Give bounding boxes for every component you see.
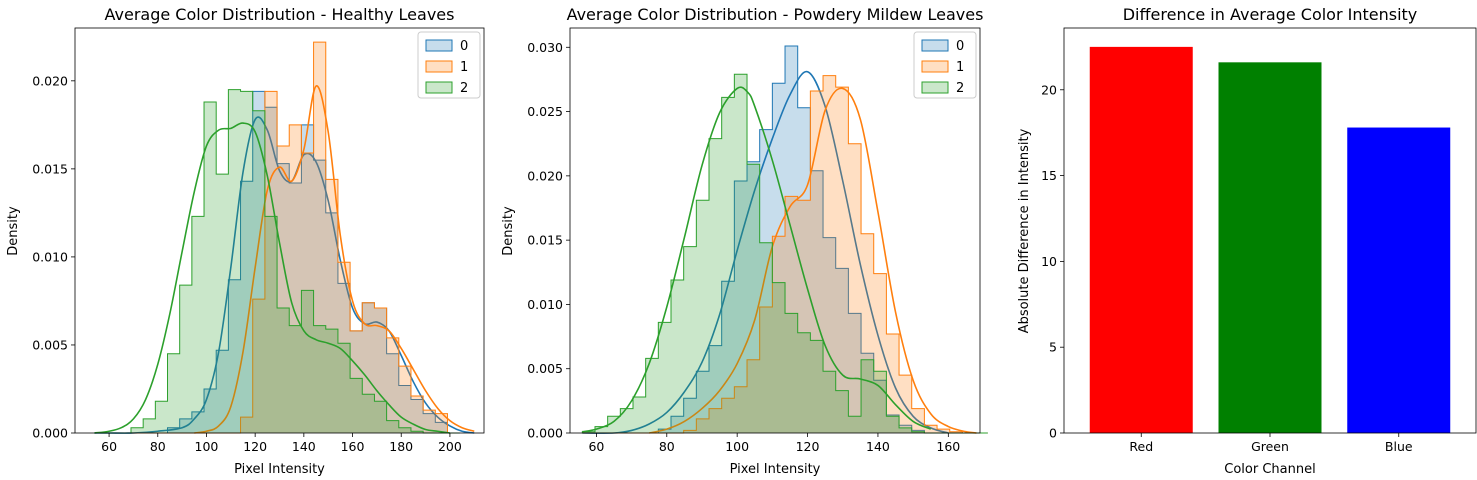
histogram-step-0 [94,90,460,434]
x-tick-label: Blue [1385,439,1413,454]
legend-label-2: 2 [956,81,964,96]
kde-curve-0 [582,70,949,434]
legend-label-1: 1 [956,60,964,75]
y-tick-label: 20 [1041,82,1057,97]
kde-curve-1 [649,87,977,434]
x-axis-label: Pixel Intensity [234,462,325,477]
y-axis-label: Density [501,206,516,256]
y-tick-label: 0.020 [32,73,68,88]
y-tick-label: 0.020 [527,168,563,183]
y-tick-label: 15 [1041,168,1057,183]
x-tick-label: Green [1251,439,1289,454]
x-tick-label: Red [1129,439,1153,454]
plot-frame [569,27,981,434]
y-axis-label: Density [6,206,21,256]
legend-label-1: 1 [460,60,468,75]
x-tick-label: 80 [150,439,166,454]
x-tick-label: 200 [438,439,462,454]
y-tick-label: 0.015 [32,161,68,176]
legend-swatch-0 [425,39,453,52]
histogram-step-0 [582,45,988,434]
legend-label-2: 2 [460,81,468,96]
plot-frame [74,27,485,434]
legend-swatch-2 [921,81,949,94]
x-tick-label: 120 [243,439,267,454]
bar-red [1089,46,1193,434]
histogram-fill-1 [582,75,988,433]
histogram-fill-0 [582,46,988,433]
legend: 0 1 2 [417,31,481,99]
legend-swatch-1 [921,60,949,73]
y-tick-label: 0.005 [527,361,563,376]
series-2 [94,89,460,434]
y-tick-label: 0.030 [527,40,563,55]
x-tick-label: 100 [195,439,219,454]
y-tick-label: 0.025 [527,104,563,119]
histogram-step-2 [94,89,460,434]
histogram-step-1 [582,75,988,434]
x-tick-label: 100 [725,439,749,454]
y-tick-label: 0.000 [527,426,563,441]
y-tick-label: 0.000 [32,426,68,441]
x-tick-label: 140 [866,439,890,454]
y-tick-label: 5 [1049,340,1057,355]
series-0 [582,45,988,434]
bar-green [1218,62,1322,434]
y-tick-label: 0.015 [527,233,563,248]
chart-title: Difference in Average Color Intensity [1123,5,1418,24]
histogram-step-2 [581,73,988,434]
x-tick-label: 120 [796,439,820,454]
legend-label-0: 0 [460,39,468,54]
difference-bar-panel: Difference in Average Color Intensity Re… [1017,5,1477,477]
legend-swatch-1 [425,60,453,73]
legend-label-0: 0 [956,39,964,54]
kde-curve-2 [582,86,932,433]
bar-blue [1347,127,1451,433]
legend-swatch-0 [921,39,949,52]
x-axis-label: Color Channel [1224,462,1315,477]
kde-curve-1 [194,85,475,434]
mildew-histogram-panel: Average Color Distribution - Powdery Mil… [501,5,988,477]
x-tick-label: 180 [389,439,413,454]
y-axis-label: Absolute Difference in Intensity [1017,128,1032,333]
chart-title: Average Color Distribution - Powdery Mil… [567,5,984,24]
x-tick-label: 60 [101,439,117,454]
x-axis-label: Pixel Intensity [730,462,821,477]
kde-curve-2 [94,122,451,434]
plot-frame [1063,27,1477,434]
legend: 0 1 2 [913,31,977,99]
x-tick-label: 140 [292,439,316,454]
y-tick-label: 0.005 [32,337,68,352]
y-tick-label: 0.010 [527,297,563,312]
y-tick-label: 0 [1049,426,1057,441]
legend-swatch-2 [425,81,453,94]
series-2 [581,73,988,434]
healthy-histogram-panel: Average Color Distribution - Healthy Lea… [6,5,485,477]
x-tick-label: 80 [659,439,675,454]
histogram-fill-2 [582,74,988,433]
x-tick-label: 160 [936,439,960,454]
series-1 [582,75,988,434]
y-tick-label: 10 [1041,254,1057,269]
x-tick-label: 60 [588,439,604,454]
x-tick-label: 160 [341,439,365,454]
chart-title: Average Color Distribution - Healthy Lea… [105,5,455,24]
y-tick-label: 0.010 [32,249,68,264]
